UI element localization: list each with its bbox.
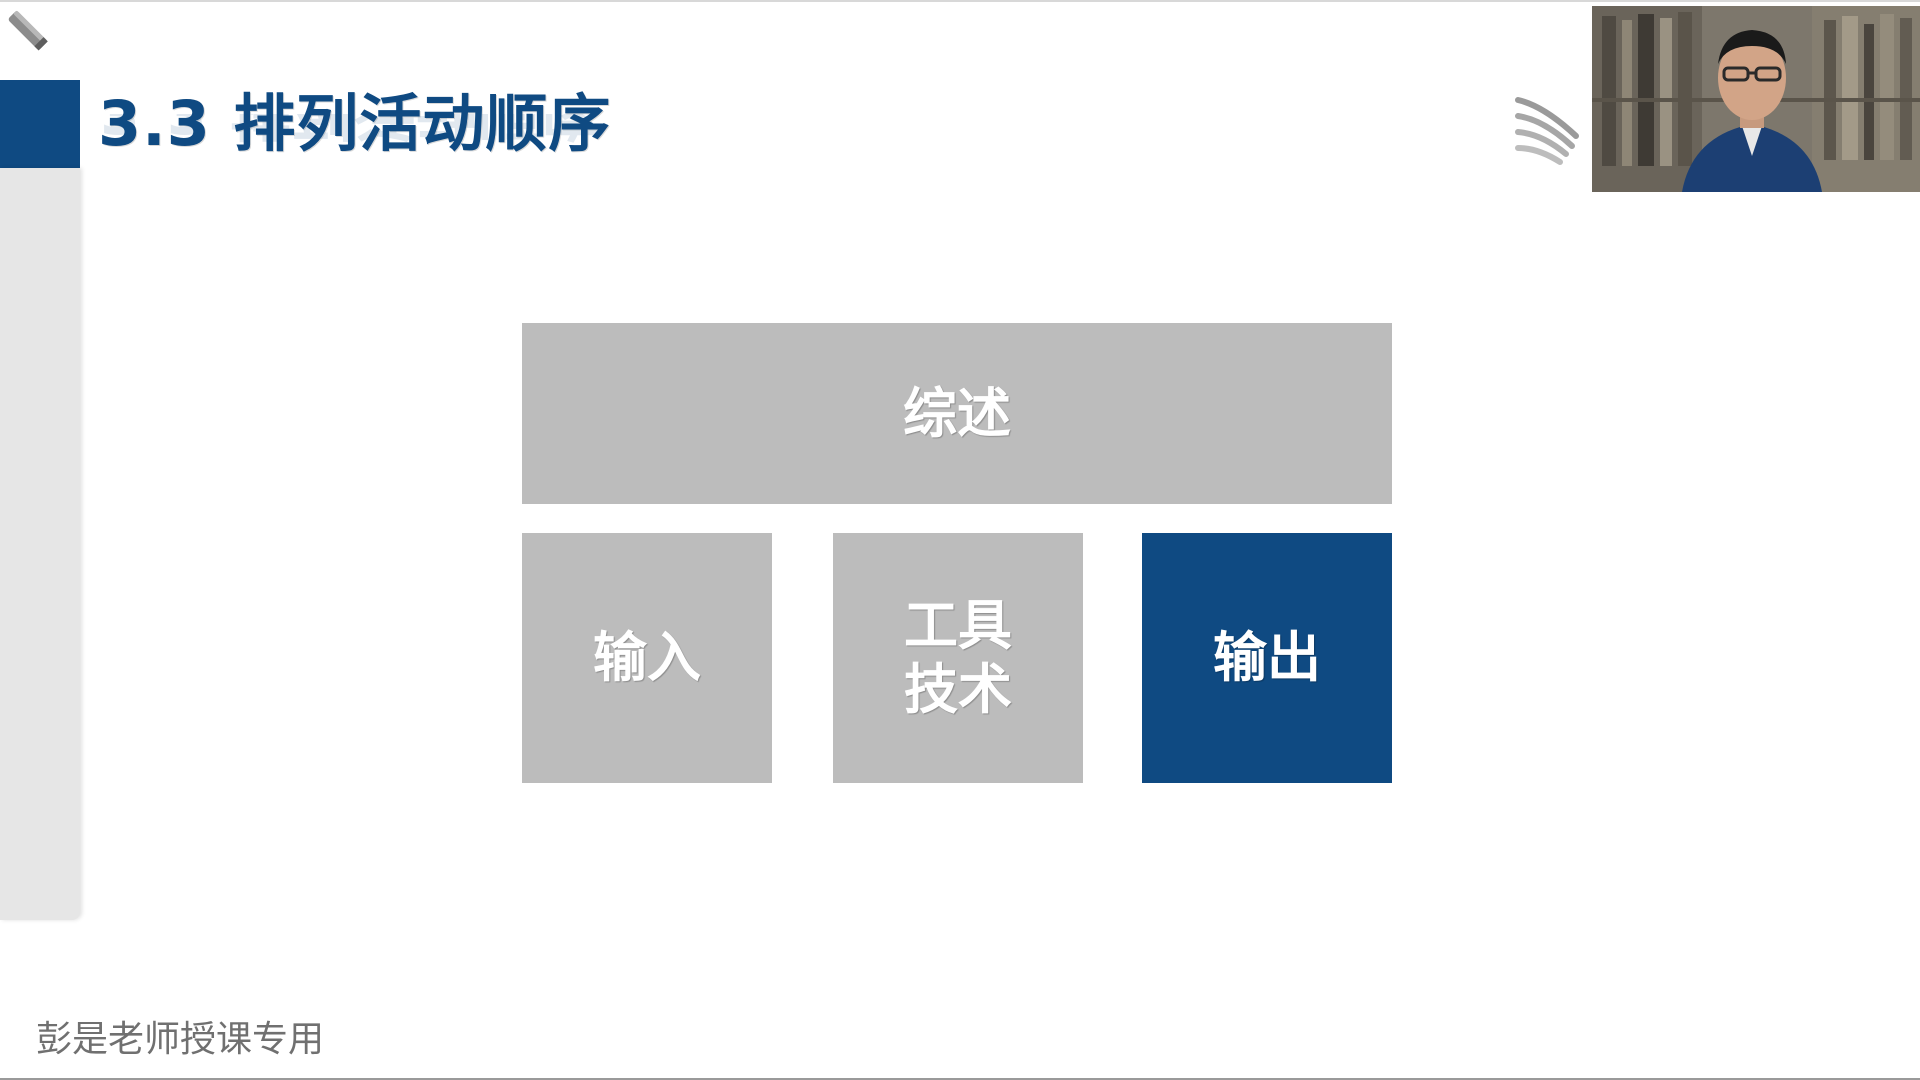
inputs-label: 输入 <box>593 626 701 689</box>
footer-watermark: 彭是老师授课专用 <box>36 1019 325 1060</box>
inputs-box[interactable]: 输入 <box>522 533 772 783</box>
top-divider <box>0 0 1920 2</box>
webcam-image <box>1592 6 1920 192</box>
techniques-label: 技术 <box>904 658 1012 721</box>
side-accent-bar <box>0 80 80 168</box>
tools-techniques-box[interactable]: 工具 技术 <box>833 533 1083 783</box>
overview-label: 综述 <box>903 381 1011 445</box>
webcam-feed <box>1592 6 1920 192</box>
slide-title: 3.3 排列活动顺序 <box>98 87 612 160</box>
logo-mark-icon <box>1515 97 1579 165</box>
overview-box[interactable]: 综述 <box>522 323 1392 504</box>
side-panel <box>0 168 80 920</box>
outputs-label: 输出 <box>1213 626 1321 689</box>
tools-label: 工具 <box>904 594 1012 657</box>
outputs-box[interactable]: 输出 <box>1142 533 1392 783</box>
pen-icon[interactable] <box>0 2 56 58</box>
bottom-divider <box>0 1078 1920 1080</box>
